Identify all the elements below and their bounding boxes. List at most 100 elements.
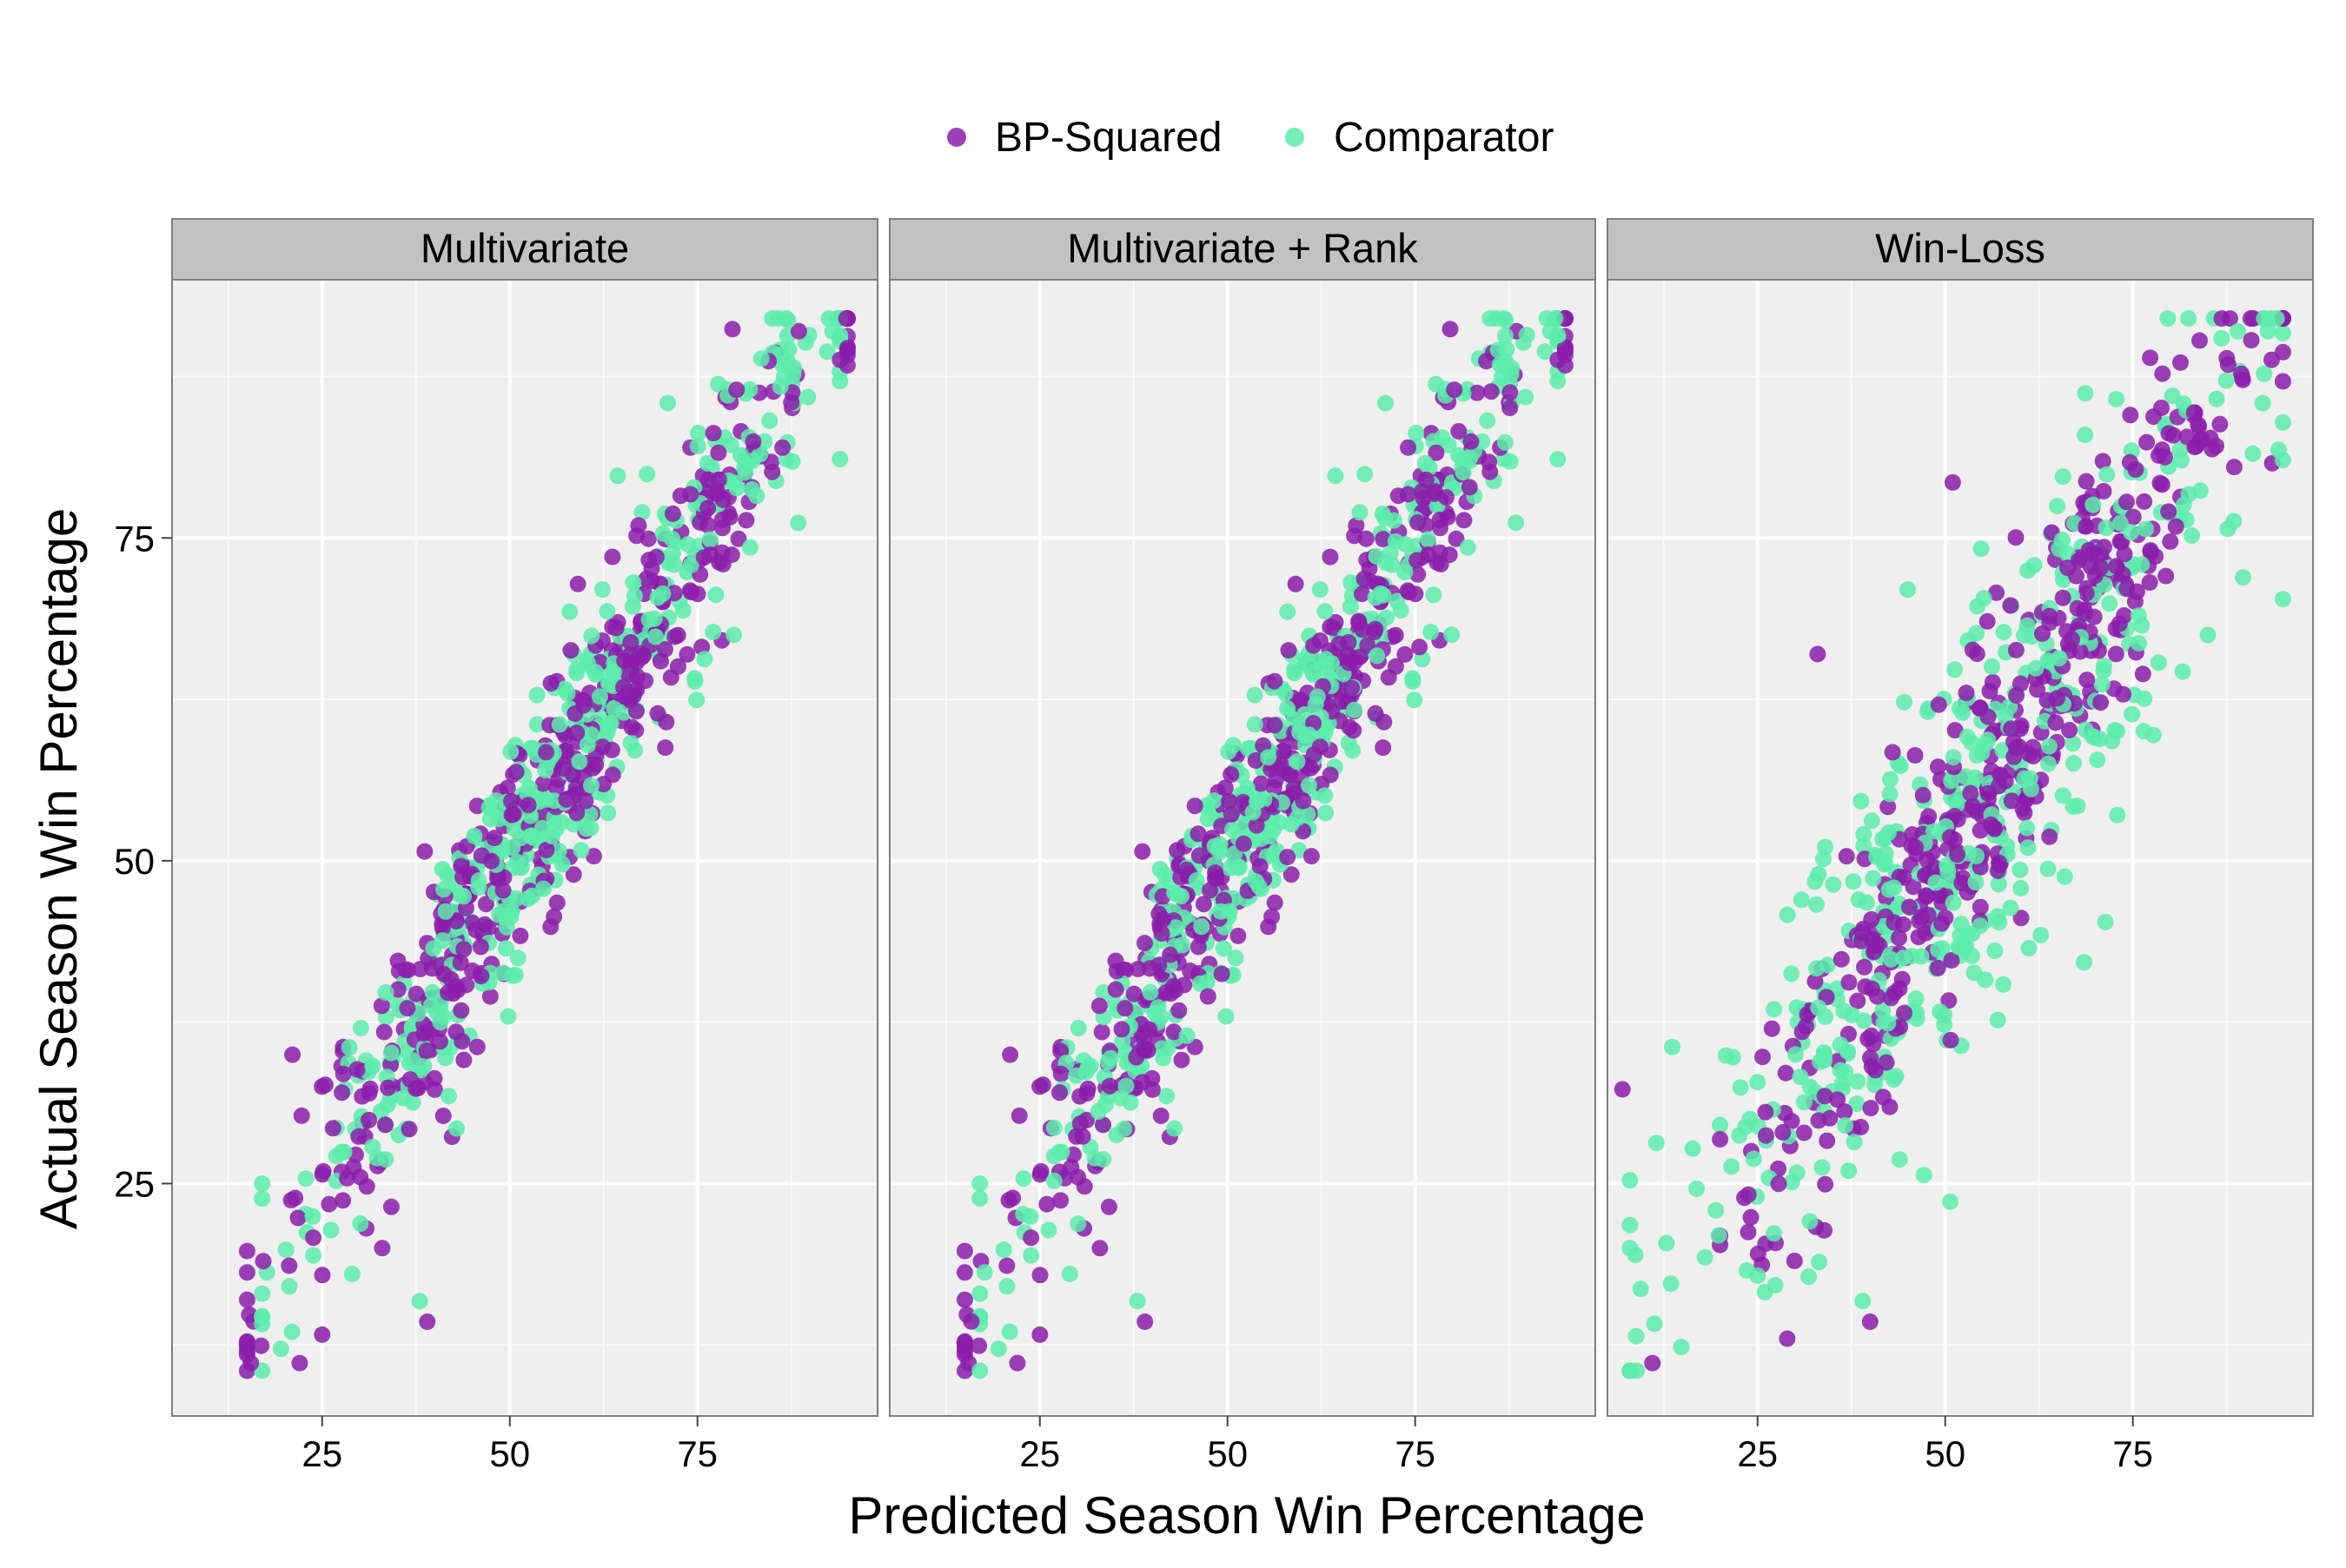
point-bp-squared	[2118, 493, 2135, 510]
point-comparator	[1368, 647, 1385, 664]
point-bp-squared	[2211, 416, 2228, 433]
point-comparator	[1286, 661, 1302, 678]
point-bp-squared	[2078, 672, 2095, 688]
point-comparator	[1882, 786, 1899, 803]
point-comparator	[626, 588, 643, 605]
point-bp-squared	[294, 1108, 310, 1124]
point-bp-squared	[1071, 1088, 1088, 1105]
point-bp-squared	[2092, 694, 2109, 711]
point-bp-squared	[657, 739, 673, 756]
point-bp-squared	[359, 1178, 375, 1194]
point-comparator	[1130, 1293, 1146, 1309]
point-comparator	[1420, 531, 1436, 547]
point-bp-squared	[2041, 829, 2058, 845]
point-comparator	[1943, 773, 1959, 790]
point-bp-squared	[335, 1192, 351, 1208]
point-bp-squared	[1441, 546, 1458, 563]
point-bp-squared	[1341, 655, 1357, 672]
point-comparator	[378, 984, 394, 1001]
point-comparator	[1840, 1162, 1857, 1179]
point-comparator	[510, 949, 527, 966]
point-bp-squared	[1915, 787, 1932, 804]
point-comparator	[1883, 951, 1899, 968]
point-bp-squared	[1200, 989, 1216, 1005]
point-bp-squared	[2003, 720, 2019, 737]
point-bp-squared	[1743, 1209, 1760, 1226]
point-bp-squared	[2154, 366, 2170, 382]
point-comparator	[2076, 954, 2092, 970]
point-comparator	[1046, 1120, 1063, 1136]
point-comparator	[2180, 310, 2197, 327]
point-comparator	[434, 932, 451, 949]
point-comparator	[592, 689, 608, 705]
point-bp-squared	[1446, 381, 1462, 398]
point-bp-squared	[1740, 1187, 1757, 1203]
point-comparator	[1279, 700, 1296, 717]
point-comparator	[1368, 590, 1384, 606]
point-comparator	[455, 888, 472, 904]
point-comparator	[1051, 1144, 1068, 1161]
point-comparator	[1658, 1235, 1674, 1252]
point-bp-squared	[2160, 503, 2177, 519]
point-bp-squared	[1207, 870, 1223, 887]
point-bp-squared	[1450, 423, 1467, 440]
x-tick-label: 25	[1737, 1433, 1778, 1474]
point-comparator	[1936, 1016, 1952, 1033]
point-bp-squared	[682, 486, 699, 503]
point-bp-squared	[1786, 1253, 1803, 1269]
point-bp-squared	[2122, 407, 2138, 423]
point-comparator	[1621, 1217, 1638, 1234]
point-comparator	[1723, 1158, 1740, 1174]
point-comparator	[1549, 327, 1566, 343]
point-comparator	[1116, 1121, 1132, 1137]
point-comparator	[1494, 369, 1510, 386]
point-comparator	[1846, 873, 1862, 890]
x-tick-label: 75	[2112, 1433, 2153, 1474]
point-comparator	[2173, 452, 2190, 468]
point-bp-squared	[1930, 960, 1946, 976]
point-comparator	[2275, 414, 2291, 431]
point-bp-squared	[1931, 697, 1947, 713]
point-comparator	[529, 687, 546, 704]
point-comparator	[2109, 807, 2125, 824]
point-bp-squared	[380, 1080, 396, 1096]
point-bp-squared	[1483, 383, 1500, 400]
point-bp-squared	[1142, 960, 1158, 976]
point-bp-squared	[314, 1327, 330, 1343]
point-bp-squared	[2154, 441, 2170, 458]
point-bp-squared	[1165, 978, 1182, 995]
point-comparator	[432, 1014, 448, 1030]
point-bp-squared	[339, 1170, 355, 1187]
point-comparator	[437, 1049, 454, 1066]
point-comparator	[742, 539, 759, 556]
point-bp-squared	[453, 955, 469, 971]
point-bp-squared	[1821, 1110, 1838, 1127]
point-comparator	[2255, 395, 2271, 412]
point-comparator	[2269, 310, 2285, 327]
point-bp-squared	[2138, 434, 2155, 451]
point-bp-squared	[1400, 486, 1416, 503]
point-comparator	[1221, 903, 1237, 920]
point-comparator	[1964, 948, 1980, 964]
point-bp-squared	[2127, 461, 2144, 478]
point-comparator	[1316, 787, 1333, 804]
point-bp-squared	[2064, 632, 2080, 648]
facet-panel: Multivariate + Rank25 50 75	[890, 219, 1595, 1474]
point-comparator	[654, 586, 671, 602]
point-comparator	[470, 879, 487, 896]
point-comparator	[2070, 797, 2086, 814]
point-bp-squared	[512, 928, 528, 944]
x-axis-title: Predicted Season Win Percentage	[848, 1486, 1645, 1545]
point-bp-squared	[670, 627, 686, 644]
point-bp-squared	[1279, 849, 1296, 865]
point-comparator	[2123, 524, 2139, 540]
point-comparator	[1247, 716, 1263, 732]
point-bp-squared	[469, 1039, 486, 1055]
point-comparator	[971, 1190, 988, 1207]
point-comparator	[2275, 325, 2291, 341]
point-comparator	[1279, 604, 1296, 620]
point-comparator	[1648, 1135, 1665, 1151]
point-comparator	[2131, 635, 2147, 652]
point-bp-squared	[1322, 549, 1338, 566]
point-bp-squared	[1002, 1047, 1018, 1063]
